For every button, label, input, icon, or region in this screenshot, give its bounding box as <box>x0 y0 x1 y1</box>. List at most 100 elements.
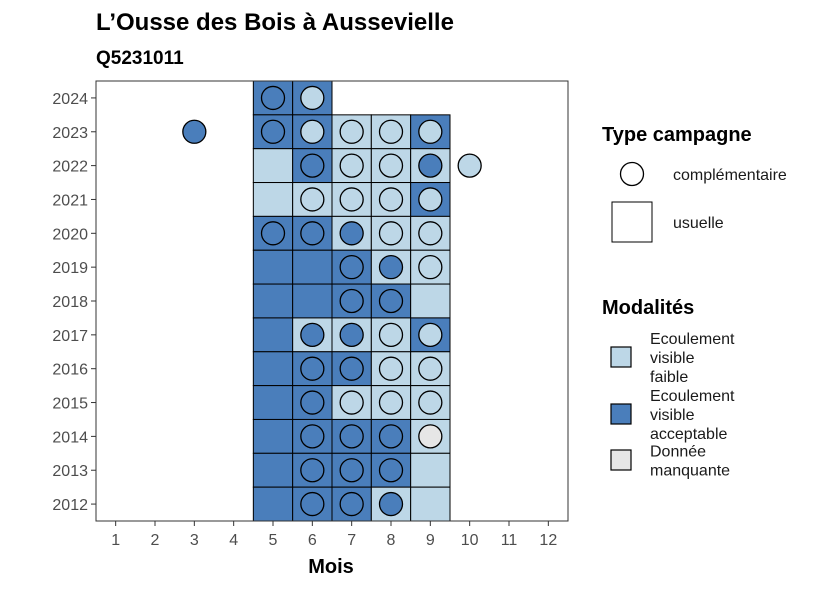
campaign-point <box>260 221 286 246</box>
x-tick-label: 2 <box>151 532 160 549</box>
circles-layer <box>182 85 482 517</box>
tile <box>252 182 294 217</box>
campaign-point <box>418 356 443 381</box>
legend-modalite-label: Donnée <box>650 444 706 461</box>
campaign-point <box>339 390 364 415</box>
legend-type-campagne: Type campagne complémentaire usuelle <box>602 124 787 243</box>
campaign-point <box>300 153 325 178</box>
legend-type-label: usuelle <box>673 215 724 232</box>
x-tick-label: 9 <box>426 532 435 549</box>
campaign-point <box>378 255 404 280</box>
campaign-point <box>418 424 443 449</box>
campaign-point <box>300 458 325 483</box>
campaign-point <box>182 119 207 144</box>
campaign-point <box>339 153 364 178</box>
campaign-point <box>418 153 443 178</box>
y-tick-label: 2014 <box>52 429 88 446</box>
legend-modalite-label: manquante <box>650 463 730 480</box>
y-tick-label: 2020 <box>52 226 88 243</box>
legend-modalite-label: acceptable <box>650 426 727 443</box>
legend-swatch <box>610 403 632 425</box>
campaign-point <box>300 356 325 381</box>
tile <box>252 452 294 488</box>
tile <box>252 317 294 353</box>
legend-square-key <box>611 201 653 243</box>
x-axis-label: Mois <box>308 556 354 578</box>
x-tick-label: 4 <box>229 532 238 549</box>
legend-modalite-label: visible <box>650 350 695 367</box>
campaign-point <box>418 255 443 280</box>
tile <box>252 283 294 319</box>
y-tick-label: 2021 <box>52 192 88 209</box>
campaign-point <box>300 424 325 449</box>
x-tick-label: 7 <box>347 532 356 549</box>
tile <box>410 283 451 319</box>
tile <box>252 418 294 454</box>
campaign-point <box>457 153 482 178</box>
campaign-point <box>300 322 325 347</box>
y-tick-label: 2019 <box>52 260 88 277</box>
campaign-point <box>339 187 364 212</box>
legend-modalite-label: visible <box>650 407 695 424</box>
campaign-point <box>339 288 364 314</box>
chart-title: L’Ousse des Bois à Aussevielle <box>96 9 454 36</box>
tile <box>252 249 294 285</box>
y-tick-label: 2015 <box>52 396 88 413</box>
legend-modalite-label: Ecoulement <box>650 388 735 405</box>
campaign-point <box>418 187 443 212</box>
y-tick-label: 2023 <box>52 125 88 142</box>
campaign-point <box>300 221 325 246</box>
campaign-point <box>339 322 364 347</box>
campaign-point <box>378 424 404 449</box>
campaign-point <box>339 491 364 517</box>
campaign-point <box>339 356 364 381</box>
campaign-point <box>418 221 443 246</box>
campaign-point <box>260 119 286 144</box>
campaign-point <box>339 119 364 144</box>
campaign-point <box>378 119 404 144</box>
chart-subtitle: Q5231011 <box>96 48 184 69</box>
x-tick-label: 10 <box>461 532 479 549</box>
tile <box>252 486 294 522</box>
legend-modalite-label: faible <box>650 369 688 386</box>
legend-modalite-label: Ecoulement <box>650 331 735 348</box>
legend-swatch <box>610 449 632 471</box>
campaign-point <box>418 119 443 144</box>
tile <box>292 283 333 319</box>
campaign-point <box>378 187 404 212</box>
x-tick-label: 3 <box>190 532 199 549</box>
campaign-point <box>339 424 364 449</box>
x-tick-label: 8 <box>387 532 396 549</box>
legend-type-label: complémentaire <box>673 167 787 184</box>
y-tick-label: 2018 <box>52 294 88 311</box>
campaign-point <box>378 356 404 381</box>
campaign-point <box>339 458 364 483</box>
campaign-point <box>378 288 404 314</box>
tile <box>410 486 451 522</box>
campaign-point <box>378 390 404 415</box>
legend-type-title: Type campagne <box>602 124 752 146</box>
legend-swatch <box>610 346 632 368</box>
campaign-point <box>378 221 404 246</box>
x-tick-label: 1 <box>111 532 120 549</box>
campaign-point <box>300 491 325 517</box>
y-tick-label: 2013 <box>52 463 88 480</box>
x-tick-label: 6 <box>308 532 317 549</box>
tile <box>292 249 333 285</box>
legend-modalites: Modalités Ecoulement visible faible Ecouleme… <box>602 297 735 480</box>
tile <box>252 148 294 184</box>
campaign-point <box>300 390 325 415</box>
tile <box>410 452 451 488</box>
campaign-point <box>260 85 286 111</box>
campaign-point <box>378 153 404 178</box>
campaign-point <box>300 119 325 144</box>
campaign-point <box>418 322 443 347</box>
y-axis: 2012 2013 2014 2015 2016 2017 2018 2019 2020 2021… <box>52 91 96 514</box>
x-tick-label: 11 <box>501 532 518 549</box>
y-tick-label: 2022 <box>52 159 88 176</box>
campaign-point <box>378 322 404 347</box>
x-tick-label: 12 <box>539 532 557 549</box>
tile <box>252 351 294 387</box>
y-tick-label: 2016 <box>52 362 88 379</box>
